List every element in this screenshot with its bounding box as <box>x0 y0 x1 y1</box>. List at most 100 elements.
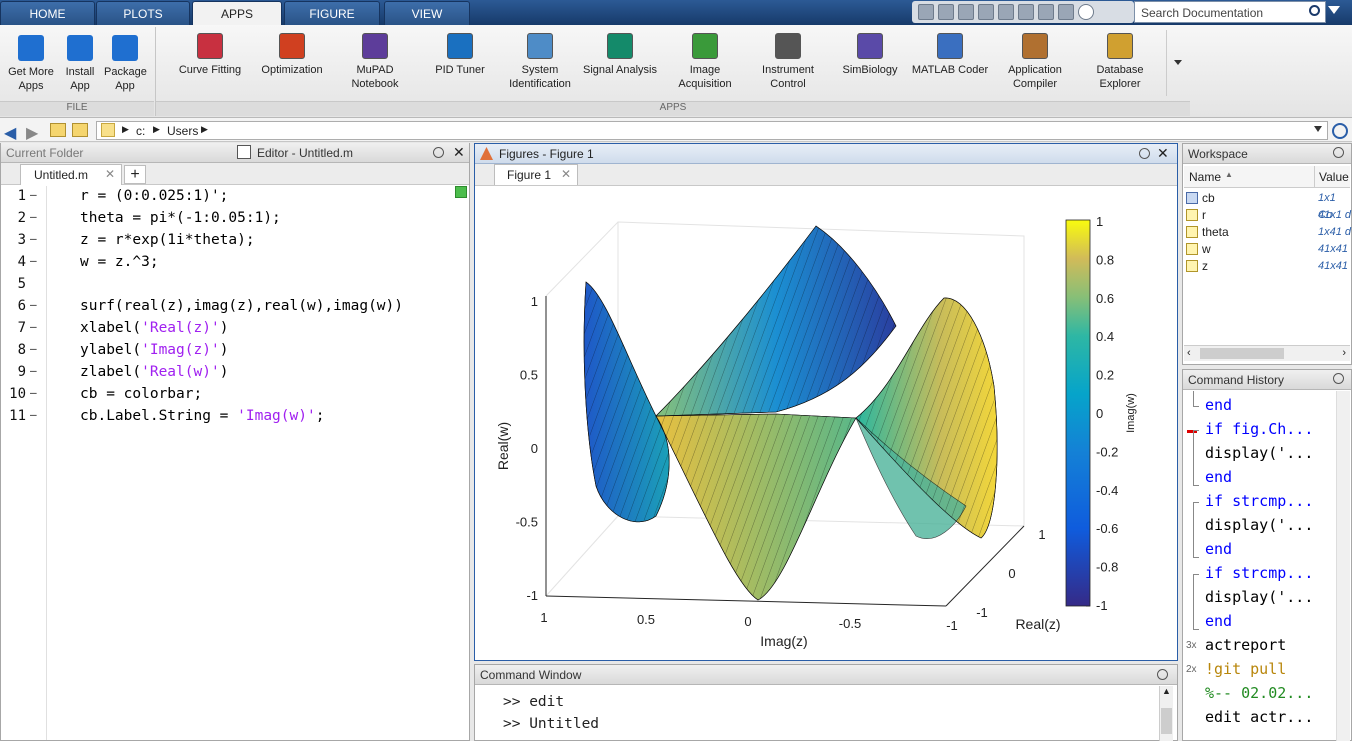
breakpoint-marker[interactable]: — <box>30 210 37 223</box>
ribbon-button-download[interactable]: Get More Apps <box>6 31 56 93</box>
history-entry[interactable]: end <box>1205 540 1233 558</box>
surface-plot[interactable]: 10.50-0.5-11 0.5 0 -0.5 -110-110.80.60.40.20… <box>476 186 1176 658</box>
browse-folder-icon[interactable] <box>72 123 88 137</box>
colorbar[interactable] <box>1065 219 1091 607</box>
history-entry[interactable]: display('... <box>1205 516 1314 534</box>
history-entry[interactable]: display('... <box>1205 588 1314 606</box>
undo-icon[interactable] <box>1018 4 1034 20</box>
new-icon[interactable] <box>918 4 934 20</box>
path-segment-users[interactable]: Users <box>167 124 199 138</box>
code-line[interactable]: w = z.^3; <box>80 254 159 270</box>
line-number[interactable]: 6 <box>17 298 26 314</box>
file-tab-untitled[interactable]: Untitled.m ✕ <box>20 164 122 185</box>
search-folder-icon[interactable] <box>1332 123 1348 139</box>
scroll-left-icon[interactable]: ‹ <box>1187 347 1191 359</box>
col-name-header[interactable]: Name <box>1189 170 1222 184</box>
app-button-database[interactable]: Database Explorer <box>1080 29 1160 91</box>
col-divider[interactable] <box>1314 166 1315 188</box>
command-window-scrollbar[interactable]: ▲ <box>1159 686 1173 741</box>
code-line[interactable]: theta = pi*(-1:0.05:1); <box>80 210 281 226</box>
breakpoint-marker[interactable]: — <box>30 232 37 245</box>
breakpoint-marker[interactable]: — <box>30 188 37 201</box>
history-entry[interactable]: display('... <box>1205 444 1314 462</box>
line-number[interactable]: 11 <box>9 408 26 424</box>
help-icon[interactable] <box>1078 4 1094 20</box>
breakpoint-marker[interactable]: — <box>30 298 37 311</box>
breakpoint-marker[interactable]: — <box>30 408 37 421</box>
switch-windows-icon[interactable] <box>1058 4 1074 20</box>
search-documentation-input[interactable]: Search Documentation <box>1134 1 1326 23</box>
history-entry[interactable]: if fig.Ch... <box>1205 420 1314 438</box>
history-group-bracket[interactable] <box>1193 430 1199 486</box>
workspace-var-theta[interactable]: theta <box>1186 224 1229 241</box>
tab-figure[interactable]: FIGURE <box>284 1 380 25</box>
breakpoint-marker[interactable]: — <box>30 386 37 399</box>
scroll-thumb[interactable] <box>1200 348 1284 359</box>
history-scrollbar[interactable] <box>1336 391 1350 741</box>
workspace-var-cb[interactable]: cb <box>1186 190 1215 207</box>
scroll-right-icon[interactable]: › <box>1342 347 1346 359</box>
tab-view[interactable]: VIEW <box>384 1 470 25</box>
code-line[interactable]: ylabel('Imag(z)') <box>80 342 229 358</box>
history-entry[interactable]: end <box>1205 612 1233 630</box>
history-entry[interactable]: if strcmp... <box>1205 564 1314 582</box>
workspace-var-r[interactable]: r <box>1186 207 1206 224</box>
breakpoint-marker[interactable]: — <box>30 364 37 377</box>
workspace-hscrollbar[interactable]: ‹ › <box>1184 345 1350 361</box>
code-line[interactable]: zlabel('Real(w)') <box>80 364 229 380</box>
history-entry[interactable]: if strcmp... <box>1205 492 1314 510</box>
line-number[interactable]: 7 <box>17 320 26 336</box>
line-number[interactable]: 3 <box>17 232 26 248</box>
app-button-instrument[interactable]: Instrument Control <box>748 29 828 91</box>
app-button-simbiology[interactable]: SimBiology <box>830 29 910 77</box>
close-figures-icon[interactable]: ✕ <box>1157 145 1169 161</box>
line-number[interactable]: 10 <box>9 386 26 402</box>
paste-icon[interactable] <box>998 4 1014 20</box>
tab-apps[interactable]: APPS <box>192 1 282 25</box>
command-window-actions-icon[interactable] <box>1157 669 1168 680</box>
redo-icon[interactable] <box>1038 4 1054 20</box>
history-entry[interactable]: actreport <box>1205 636 1287 654</box>
app-button-coder[interactable]: MATLAB Coder <box>910 29 990 77</box>
history-group-bracket[interactable] <box>1193 391 1199 407</box>
up-folder-icon[interactable] <box>50 123 66 137</box>
code-line[interactable]: r = (0:0.025:1)'; <box>80 188 229 204</box>
close-editor-icon[interactable]: ✕ <box>453 144 465 160</box>
history-actions-icon[interactable] <box>1333 373 1344 384</box>
line-number[interactable]: 9 <box>17 364 26 380</box>
app-button-signal[interactable]: Signal Analysis <box>580 29 660 77</box>
collapse-ribbon-icon[interactable] <box>1328 6 1340 14</box>
code-line[interactable]: cb = colorbar; <box>80 386 203 402</box>
back-icon[interactable]: ◀ <box>4 125 17 142</box>
scroll-up-icon[interactable]: ▲ <box>1162 686 1171 696</box>
figures-actions-icon[interactable] <box>1139 148 1150 159</box>
app-button-system-id[interactable]: System Identification <box>500 29 580 91</box>
breakpoint-marker[interactable]: — <box>30 320 37 333</box>
search-icon[interactable] <box>1309 5 1320 16</box>
history-entry[interactable]: !git pull <box>1205 660 1287 678</box>
copy-icon[interactable] <box>978 4 994 20</box>
cut-icon[interactable] <box>958 4 974 20</box>
history-entry[interactable]: end <box>1205 468 1233 486</box>
line-number[interactable]: 5 <box>17 276 26 292</box>
breakpoint-marker[interactable]: — <box>30 254 37 267</box>
ribbon-button-install[interactable]: Install App <box>60 31 100 93</box>
current-folder-tab[interactable]: Current Folder <box>1 143 233 163</box>
col-value-header[interactable]: Value <box>1319 170 1349 184</box>
history-entry[interactable]: edit actr... <box>1205 708 1314 726</box>
line-number[interactable]: 4 <box>17 254 26 270</box>
line-number[interactable]: 8 <box>17 342 26 358</box>
code-analyzer-status-icon[interactable] <box>455 186 467 198</box>
figure-tab-1[interactable]: Figure 1 ✕ <box>494 164 578 185</box>
history-group-bracket[interactable] <box>1193 502 1199 558</box>
code-line[interactable]: cb.Label.String = 'Imag(w)'; <box>80 408 325 424</box>
history-entry[interactable]: end <box>1205 396 1233 414</box>
close-file-tab-icon[interactable]: ✕ <box>104 167 115 181</box>
save-icon[interactable] <box>938 4 954 20</box>
app-button-image-acq[interactable]: Image Acquisition <box>665 29 745 91</box>
close-figure-tab-icon[interactable]: ✕ <box>560 167 571 181</box>
ribbon-button-package[interactable]: Package App <box>104 31 147 93</box>
editor-actions-icon[interactable] <box>433 147 444 158</box>
code-line[interactable]: z = r*exp(1i*theta); <box>80 232 255 248</box>
tab-home[interactable]: HOME <box>0 1 95 25</box>
